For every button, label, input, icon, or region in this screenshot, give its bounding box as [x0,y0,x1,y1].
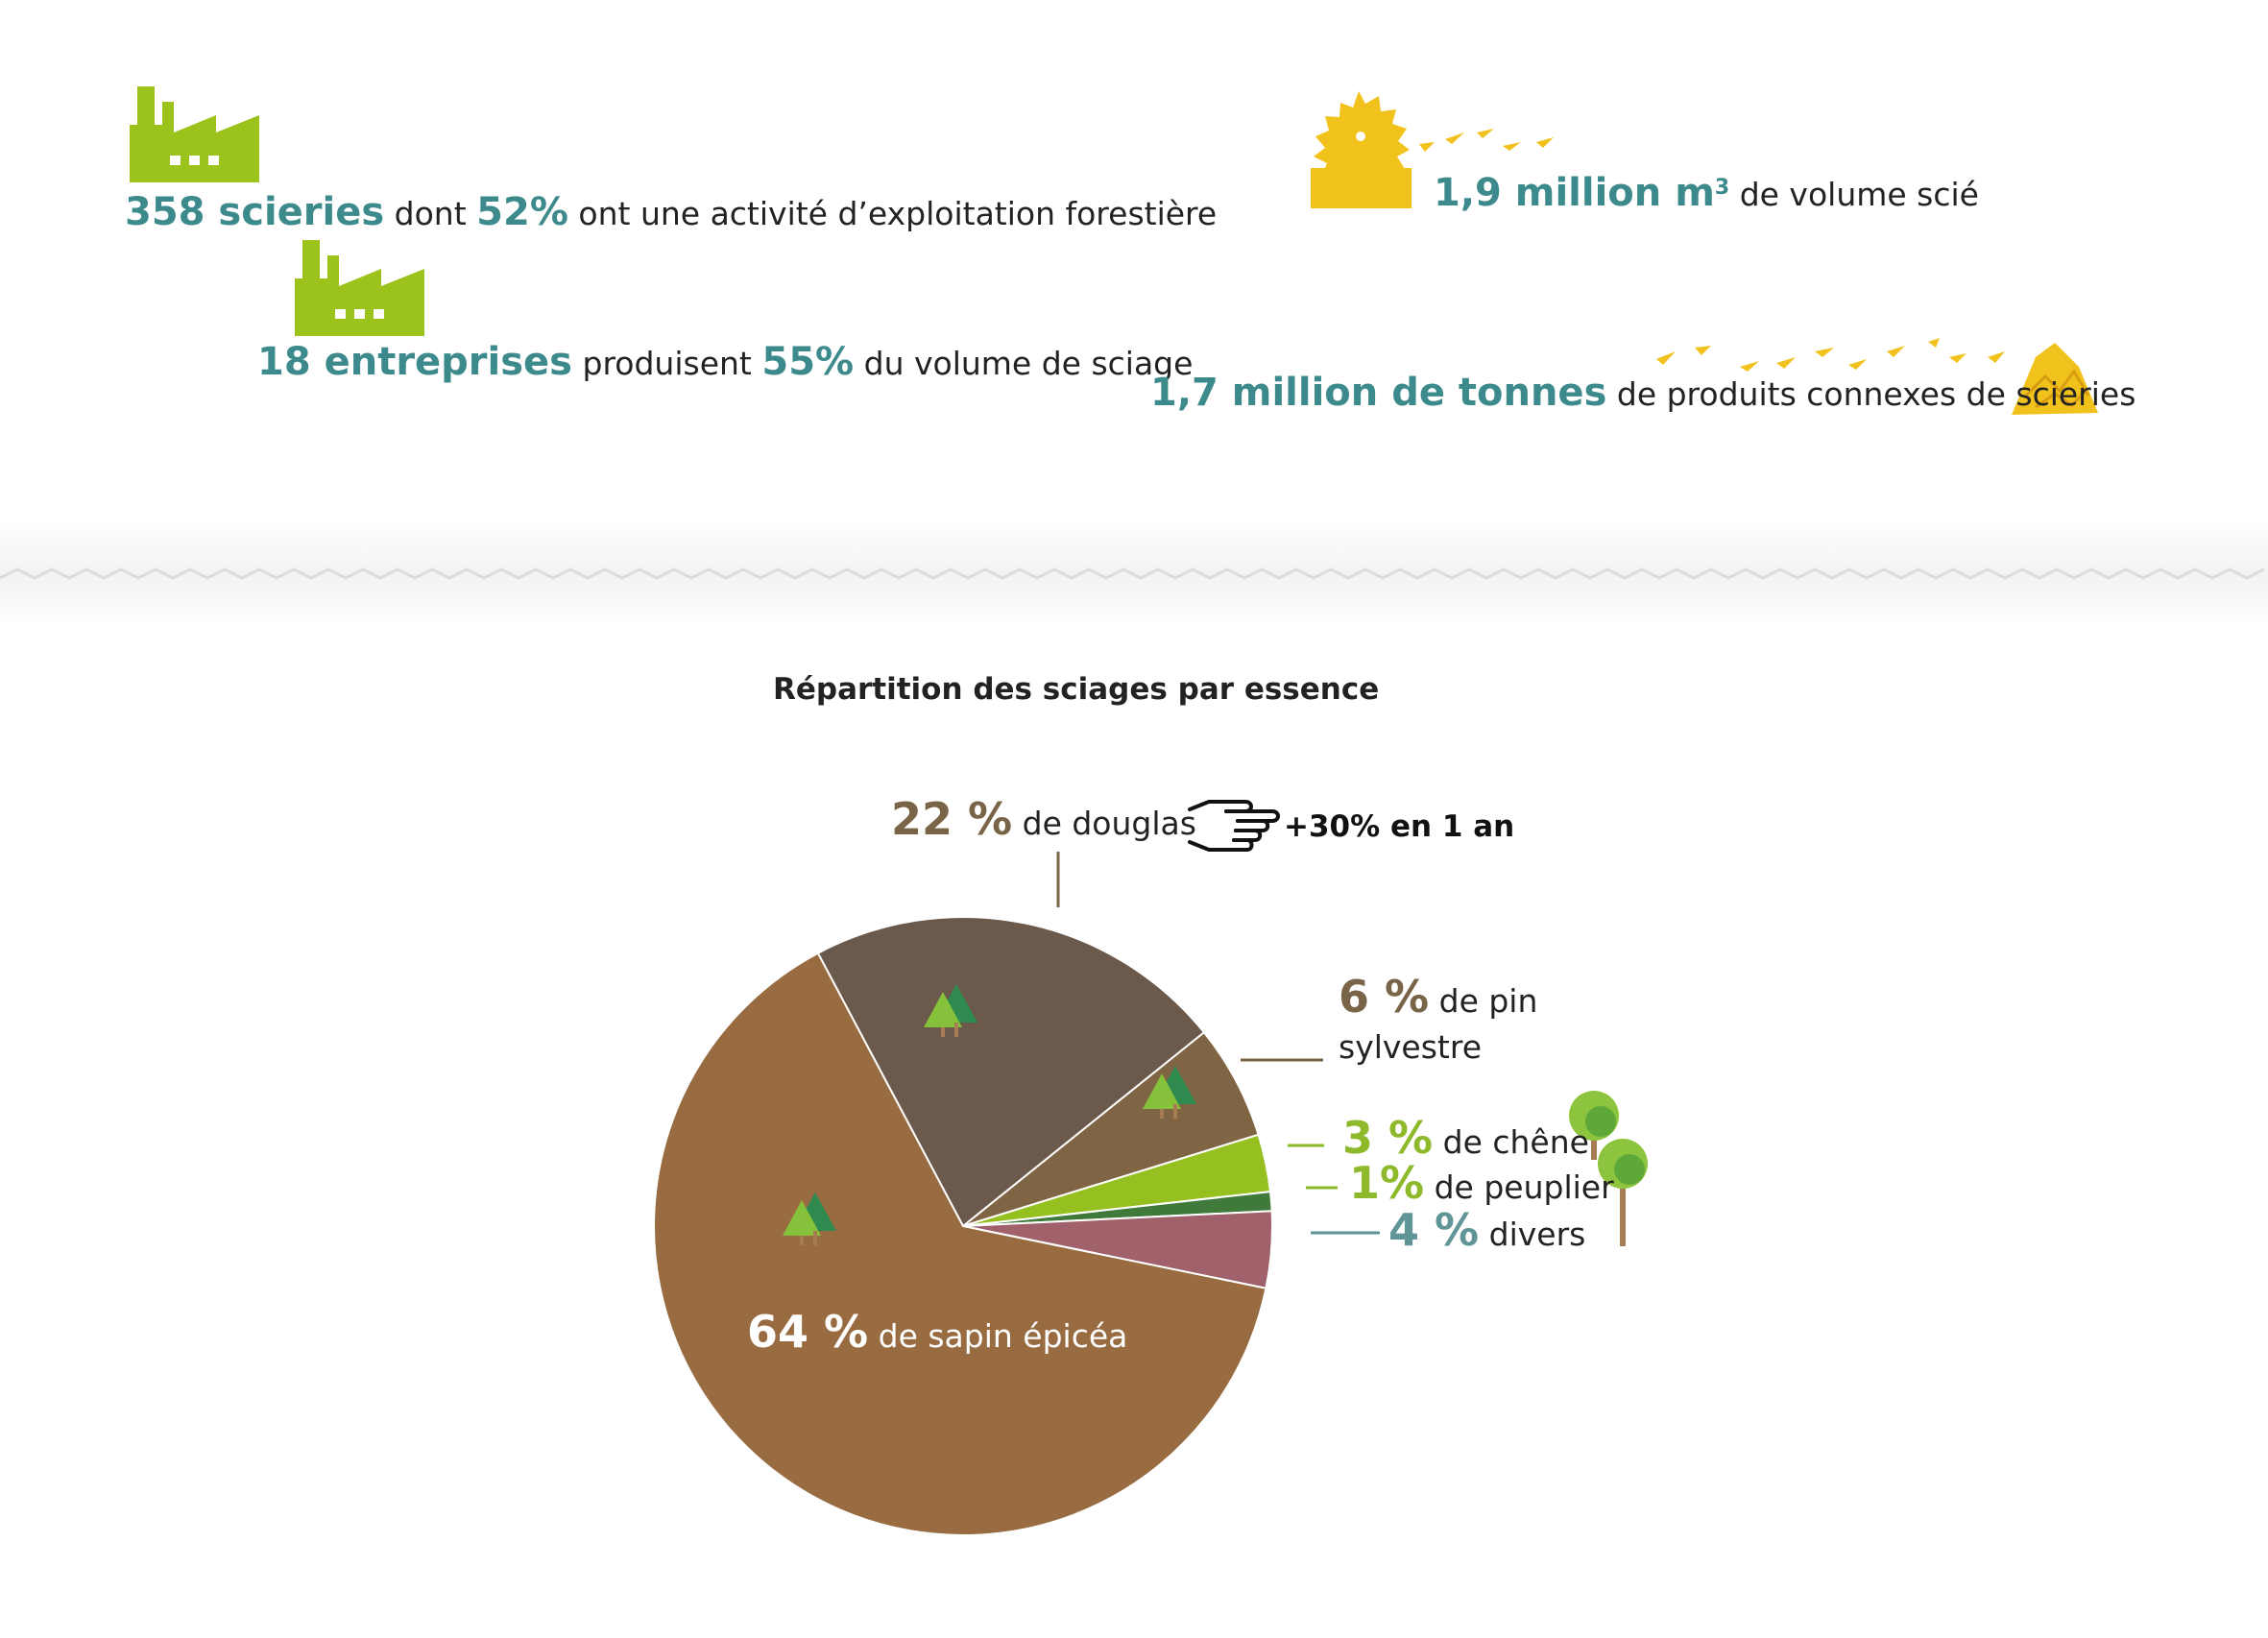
pie-slice-douglas [816,916,1206,1228]
slice-label-divers: 4 % divers [1388,1204,1586,1256]
slice-label-douglas: 22 % de douglas [891,793,1196,845]
factory-icon [295,240,424,336]
conifer-trees-icon [783,1192,836,1245]
deciduous-tree-icon [1598,1139,1648,1246]
pointing-hand-icon [1188,800,1280,852]
factory-icon [130,86,259,182]
saw-blade-icon [1311,91,1554,208]
pie-slice-pin-sylvestre [962,1030,1260,1227]
conifer-trees-icon [924,984,977,1037]
deciduous-tree-icon [1569,1091,1619,1160]
stat-entreprises: 18 entreprises produisent 55% du volume … [257,340,1194,384]
conifer-trees-icon [1143,1066,1196,1119]
stat-connexes: 1,7 million de tonnes de produits connex… [1150,371,2136,415]
slice-label-chene: 3 % de chêne [1342,1112,1589,1164]
stat-scieries: 358 scieries dont 52% ont une activité d… [125,190,1218,234]
chart-title: Répartition des sciages par essence [773,672,1380,707]
wood-chips-icon [1656,338,2098,415]
growth-annotation: +30% en 1 an [1284,809,1515,844]
slice-label-peuplier: 1% de peuplier [1349,1157,1614,1209]
stat-volume: 1,9 million m3 de volume scié [1434,171,1979,215]
slice-label-pin-sylvestre: 6 % de pin sylvestre [1339,971,1538,1066]
section-divider [0,518,2268,624]
pie-slice-sapin-epicea [653,951,1267,1536]
slice-label-sapin-epicea: 64 % de sapin épicéa [747,1306,1128,1358]
